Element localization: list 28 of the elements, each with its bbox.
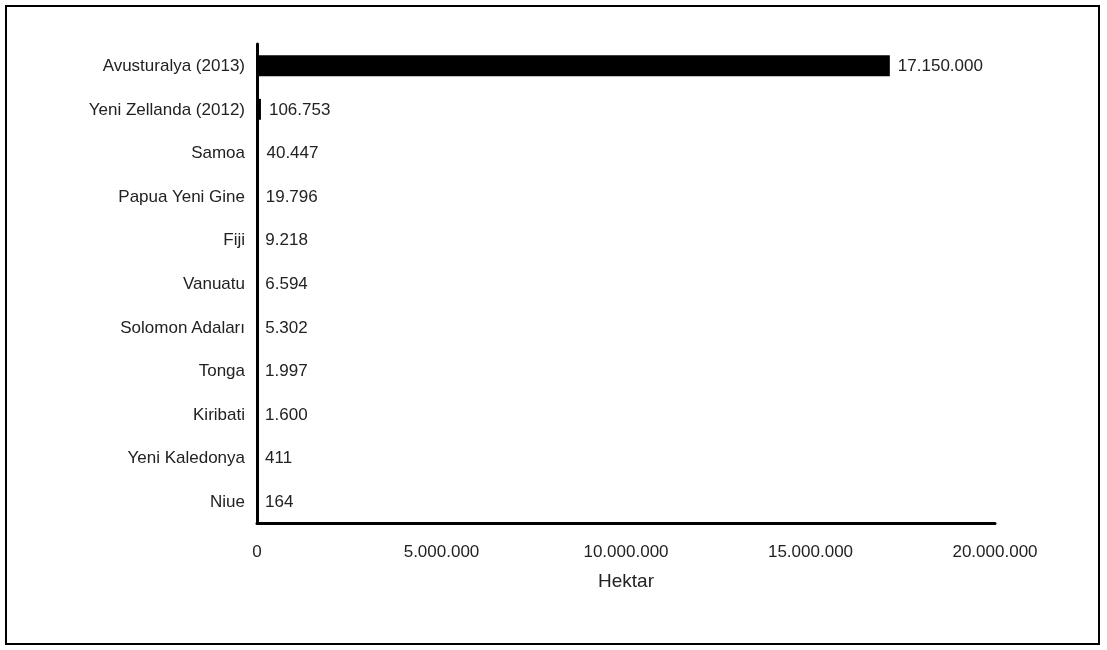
data-label: 1.997 — [265, 361, 308, 381]
data-label: 17.150.000 — [897, 56, 983, 76]
y-tick-label: Papua Yeni Gine — [118, 186, 245, 206]
x-tick-label: 20.000.000 — [952, 542, 1038, 561]
x-tick-label: 0 — [252, 542, 262, 561]
x-axis-title: Hektar — [598, 570, 655, 591]
data-label: 411 — [265, 448, 293, 468]
y-tick-label: Kiribati — [193, 404, 245, 424]
data-label: 5.302 — [265, 317, 308, 337]
data-label: 40.447 — [266, 143, 319, 163]
y-tick-label: Tonga — [198, 361, 246, 381]
y-tick-label: Yeni Kaledonya — [127, 448, 246, 468]
data-label: 164 — [265, 491, 294, 511]
y-tick-label: Yeni Zellanda (2012) — [88, 99, 245, 119]
y-tick-label: Samoa — [191, 143, 246, 163]
x-tick-label: 15.000.000 — [767, 542, 854, 561]
data-label: 6.594 — [265, 274, 308, 293]
data-label: 9.218 — [265, 230, 308, 250]
x-tick-label: 10.000.000 — [583, 542, 669, 561]
y-tick-label: Fiji — [223, 230, 245, 250]
data-label: 106.753 — [268, 99, 331, 119]
y-tick-label: Vanuatu — [182, 274, 245, 293]
y-tick-label: Niue — [210, 491, 245, 511]
y-tick-label: Avusturalya (2013) — [102, 56, 245, 76]
data-label: 1.600 — [265, 404, 308, 424]
data-label: 19.796 — [265, 186, 318, 206]
y-tick-label: Solomon Adaları — [120, 317, 245, 337]
x-tick-label: 5.000.000 — [403, 542, 480, 561]
